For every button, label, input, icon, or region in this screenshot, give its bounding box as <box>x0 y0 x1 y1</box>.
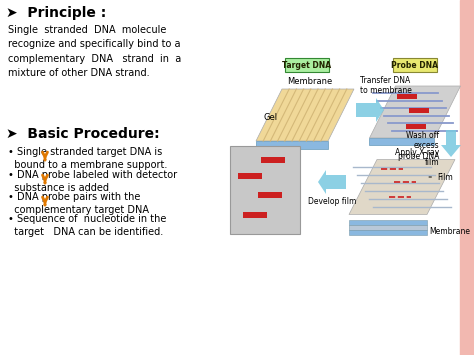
Text: Target DNA: Target DNA <box>283 60 331 70</box>
Text: • DNA probe labeled with detector
  substance is added: • DNA probe labeled with detector substa… <box>8 170 177 193</box>
Polygon shape <box>370 138 435 145</box>
Text: Gel: Gel <box>264 114 278 122</box>
Text: Membrane: Membrane <box>429 226 470 235</box>
Bar <box>406 124 426 129</box>
Text: Transfer DNA
to membrane: Transfer DNA to membrane <box>360 76 412 95</box>
Bar <box>397 93 417 98</box>
FancyBboxPatch shape <box>393 58 437 72</box>
Bar <box>460 0 474 355</box>
FancyBboxPatch shape <box>285 58 329 72</box>
Bar <box>258 192 282 198</box>
Polygon shape <box>370 86 461 138</box>
Text: Membrane: Membrane <box>287 77 332 86</box>
Polygon shape <box>349 159 455 214</box>
Bar <box>468 0 474 355</box>
Polygon shape <box>441 130 461 157</box>
Polygon shape <box>318 170 346 194</box>
Text: Probe DNA: Probe DNA <box>392 60 438 70</box>
Text: Develop film: Develop film <box>308 197 356 206</box>
Polygon shape <box>256 89 354 141</box>
Text: • Single stranded target DNA is
  bound to a membrane support.: • Single stranded target DNA is bound to… <box>8 147 167 170</box>
Text: Single  stranded  DNA  molecule
recognize and specifically bind to a
complementa: Single stranded DNA molecule recognize a… <box>8 25 181 78</box>
Text: • DNA probe pairs with the
  complementary target DNA: • DNA probe pairs with the complementary… <box>8 192 149 215</box>
Text: Wash off
excess
probe DNA: Wash off excess probe DNA <box>398 131 439 161</box>
Text: ➤  Principle :: ➤ Principle : <box>6 6 106 20</box>
Text: Apply X-ray
film: Apply X-ray film <box>395 148 439 168</box>
Text: • Sequence of  nucleotide in the
  target   DNA can be identified.: • Sequence of nucleotide in the target D… <box>8 214 166 237</box>
Polygon shape <box>256 141 328 149</box>
Polygon shape <box>356 98 384 122</box>
Polygon shape <box>349 224 427 229</box>
Bar <box>409 108 428 113</box>
Bar <box>230 146 300 234</box>
Bar <box>238 173 262 179</box>
Polygon shape <box>349 219 427 224</box>
Polygon shape <box>349 229 427 235</box>
Bar <box>243 212 267 218</box>
Text: Film: Film <box>429 173 453 181</box>
Text: ➤  Basic Procedure:: ➤ Basic Procedure: <box>6 127 160 141</box>
Bar <box>261 157 285 163</box>
